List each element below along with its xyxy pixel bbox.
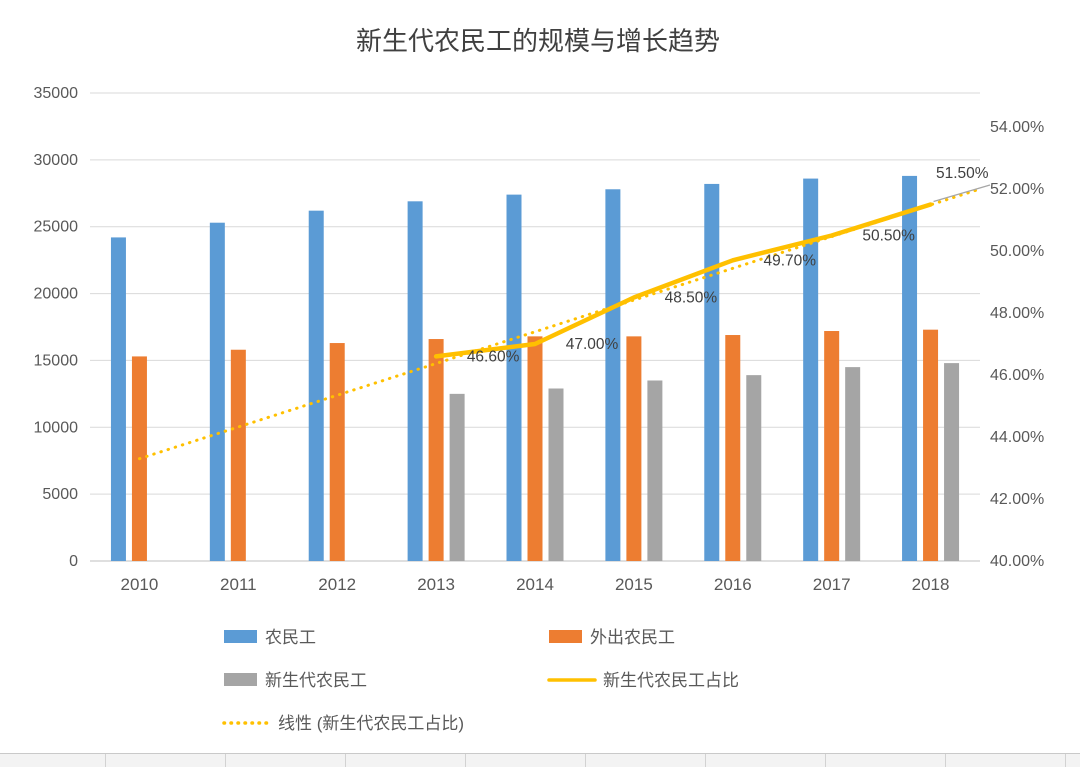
bar-外出农民工-2013[interactable]	[428, 339, 444, 561]
right-axis-tick-label: 46.00%	[990, 367, 1044, 384]
worksheet-cell-border	[585, 754, 586, 767]
bar-新生代农民工-2016[interactable]	[746, 375, 762, 561]
x-axis-label: 2010	[121, 575, 159, 594]
left-axis-tick-label: 20000	[34, 286, 79, 303]
x-axis-label: 2011	[220, 575, 257, 594]
legend-swatch-bar	[549, 630, 582, 643]
bar-农民工-2016[interactable]	[704, 183, 720, 561]
data-labels: 46.60% 47.00% 48.50% 49.70% 50.50% 51.50%	[467, 165, 989, 365]
legend-item-线性 (新生代农民工占比)[interactable]: 线性 (新生代农民工占比)	[222, 714, 464, 733]
bar-农民工-2014[interactable]	[506, 194, 522, 561]
bar-外出农民工-2018[interactable]	[923, 329, 939, 561]
percent-line[interactable]	[433, 202, 933, 359]
bar-外出农民工-2016[interactable]	[725, 335, 741, 561]
bar-农民工-2011[interactable]	[209, 222, 225, 561]
bar-新生代农民工-2013[interactable]	[449, 393, 465, 561]
left-axis-tick-label: 35000	[34, 85, 79, 102]
worksheet-cell-border	[105, 754, 106, 767]
legend-swatch-bar	[224, 630, 257, 643]
legend-item-农民工[interactable]: 农民工	[224, 628, 316, 647]
right-axis-tick-label: 40.00%	[990, 553, 1044, 570]
legend-label: 农民工	[265, 628, 316, 647]
right-axis-ticks: 40.00% 42.00% 44.00% 46.00% 48.00% 50.00% 52.0…	[990, 119, 1044, 570]
bar-新生代农民工-2014[interactable]	[548, 388, 564, 561]
data-label: 49.70%	[763, 252, 816, 269]
x-axis-labels: 2010 2011 2012 2013 2014 2015 2016 2017 2018	[121, 575, 950, 594]
data-label: 46.60%	[467, 348, 520, 365]
bar-农民工-2017[interactable]	[803, 178, 819, 561]
bar-农民工-2010[interactable]	[110, 237, 126, 561]
leader-line	[933, 184, 991, 203]
right-axis-tick-label: 54.00%	[990, 119, 1044, 136]
left-axis-tick-label: 15000	[34, 352, 79, 369]
legend-item-新生代农民工[interactable]: 新生代农民工	[224, 671, 367, 690]
bar-农民工-2018[interactable]	[902, 175, 918, 561]
right-axis-tick-label: 48.00%	[990, 305, 1044, 322]
bar-外出农民工-2017[interactable]	[824, 331, 840, 561]
chart-title: 新生代农民工的规模与增长趋势	[356, 26, 720, 56]
bar-series-新生代农民工	[449, 363, 960, 561]
bar-新生代农民工-2017[interactable]	[845, 367, 861, 561]
right-axis-tick-label: 44.00%	[990, 429, 1044, 446]
left-axis-tick-label: 10000	[34, 419, 79, 436]
bars	[110, 175, 960, 561]
right-axis-tick-label: 52.00%	[990, 181, 1044, 198]
worksheet-cell-border	[225, 754, 226, 767]
worksheet-row-strip	[0, 753, 1080, 767]
x-axis-label: 2018	[912, 575, 950, 594]
legend-item-新生代农民工占比[interactable]: 新生代农民工占比	[547, 671, 739, 690]
left-axis-tick-label: 0	[69, 553, 78, 570]
legend-label: 线性 (新生代农民工占比)	[278, 714, 464, 733]
x-axis-label: 2016	[714, 575, 752, 594]
bar-农民工-2012[interactable]	[308, 210, 324, 561]
left-axis-tick-label: 5000	[42, 486, 78, 503]
worksheet-cell-border	[1065, 754, 1066, 767]
worksheet-cell-border	[705, 754, 706, 767]
legend-label: 新生代农民工	[265, 671, 367, 690]
worksheet-cell-border	[465, 754, 466, 767]
data-label: 50.50%	[862, 228, 915, 245]
worksheet-cell-border	[825, 754, 826, 767]
x-axis-label: 2015	[615, 575, 653, 594]
bar-新生代农民工-2018[interactable]	[944, 363, 960, 561]
bar-外出农民工-2015[interactable]	[626, 336, 642, 561]
bar-农民工-2013[interactable]	[407, 201, 423, 561]
x-axis-label: 2014	[516, 575, 554, 594]
label-leader-line	[933, 184, 991, 203]
worksheet-cell-border	[945, 754, 946, 767]
bar-新生代农民工-2015[interactable]	[647, 380, 663, 561]
left-axis-ticks: 0 5000 10000 15000 20000 25000 30000 35000	[34, 85, 79, 570]
data-label: 47.00%	[566, 336, 619, 353]
x-axis-label: 2017	[813, 575, 851, 594]
x-axis-label: 2013	[417, 575, 455, 594]
bar-series-农民工	[110, 175, 918, 561]
legend-item-外出农民工[interactable]: 外出农民工	[549, 628, 675, 647]
bar-外出农民工-2014[interactable]	[527, 336, 543, 561]
right-axis-tick-label: 42.00%	[990, 491, 1044, 508]
data-label: 51.50%	[936, 165, 989, 182]
legend-label: 外出农民工	[590, 628, 675, 647]
legend-label: 新生代农民工占比	[603, 671, 739, 690]
left-axis-tick-label: 25000	[34, 219, 79, 236]
worksheet-cell-border	[345, 754, 346, 767]
data-label: 48.50%	[665, 290, 718, 307]
bar-外出农民工-2012[interactable]	[329, 343, 345, 561]
bar-农民工-2015[interactable]	[605, 189, 621, 561]
left-axis-tick-label: 30000	[34, 152, 79, 169]
legend-swatch-bar	[224, 673, 257, 686]
x-axis-label: 2012	[318, 575, 356, 594]
right-axis-tick-label: 50.00%	[990, 243, 1044, 260]
bar-外出农民工-2011[interactable]	[230, 349, 246, 561]
percent-line	[433, 202, 933, 359]
